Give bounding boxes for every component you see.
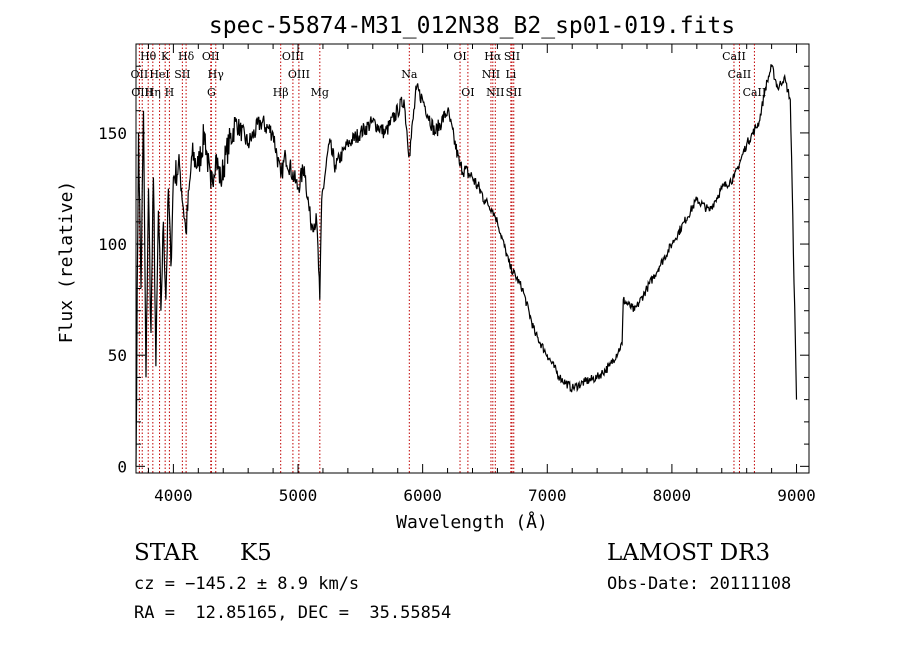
spectral-line-label: OI	[461, 86, 474, 99]
spectral-line-label: Li	[505, 68, 516, 81]
line-markers	[138, 44, 755, 473]
x-axis-label: Wavelength (Å)	[396, 511, 548, 533]
spectral-line-label: Hβ	[273, 86, 289, 99]
spectral-line-label: H	[165, 86, 175, 99]
spectral-line-label: OIII	[131, 86, 153, 99]
spectral-line-label: OI	[453, 50, 466, 63]
spectral-line-label: Hα	[484, 50, 502, 63]
spectral-line-label: SII	[174, 68, 190, 81]
y-tick-label: 100	[98, 235, 127, 254]
y-tick-label: 0	[117, 457, 127, 476]
spectral-line-label: OIII	[288, 68, 310, 81]
spectral-line-label: Mg	[311, 86, 329, 99]
spectral-line-label: OIII	[282, 50, 304, 63]
coordinates: RA = 12.85165, DEC = 35.55854	[134, 603, 452, 623]
spectral-line-label: CaII	[728, 68, 752, 81]
x-axis: 4000 5000 6000 7000 8000 9000	[147, 44, 816, 505]
y-tick-label: 150	[98, 124, 127, 143]
spectral-line-label: SII	[504, 50, 520, 63]
spectral-line-label: CaII	[722, 50, 746, 63]
spectral-line-label: OII	[131, 68, 149, 81]
spectral-line-label: CaII	[743, 86, 767, 99]
spectral-line-label: G	[207, 86, 216, 99]
spectral-line-label: Na	[401, 68, 418, 81]
spectral-line-label: K	[161, 50, 170, 63]
spectral-line-label: Hθ	[140, 50, 157, 63]
spectral-line-label: Hη	[145, 86, 161, 99]
object-class: STAR	[134, 540, 198, 566]
cz-value: cz = −145.2 ± 8.9 km/s	[134, 574, 360, 594]
spectral-line-label: NII	[486, 86, 504, 99]
x-tick-label: 6000	[403, 486, 442, 505]
chart-title: spec-55874-M31_012N38_B2_sp01-019.fits	[209, 13, 735, 39]
plot-frame	[135, 43, 810, 474]
spectral-line-label: OII	[202, 50, 220, 63]
x-tick-label: 5000	[279, 486, 318, 505]
spectral-line-label: NII	[482, 68, 500, 81]
flux-series-line	[135, 64, 798, 467]
x-tick-label: 8000	[653, 486, 692, 505]
y-axis-label: Flux (relative)	[56, 181, 77, 344]
x-tick-label: 7000	[528, 486, 567, 505]
y-axis: 0 50 100 150	[98, 65, 809, 476]
y-tick-label: 50	[108, 346, 127, 365]
object-subclass: K5	[240, 540, 272, 566]
spectral-line-label: Hδ	[178, 50, 195, 63]
x-tick-label: 4000	[154, 486, 193, 505]
obs-date: Obs-Date: 20111108	[607, 574, 792, 594]
spectral-line-label: Hγ	[208, 68, 225, 81]
spectral-line-label: HeI	[149, 68, 169, 81]
x-tick-label: 9000	[777, 486, 816, 505]
survey-name: LAMOST DR3	[607, 540, 771, 566]
spectral-line-label: SII	[506, 86, 522, 99]
